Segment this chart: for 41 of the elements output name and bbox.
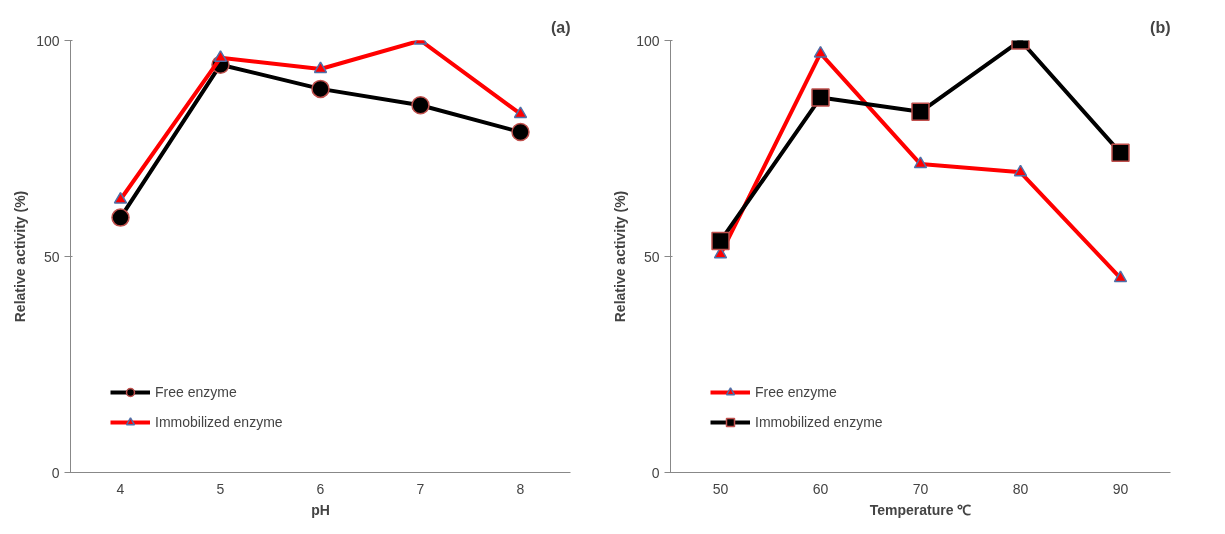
point [811,88,830,107]
x-axis-title: Temperature ℃ [869,501,972,518]
y-tick-label: 50 [643,248,660,265]
point [711,231,730,251]
point [1013,164,1028,177]
y-axis-title: Relative activity (%) [12,190,29,323]
x-axis-title: pH [311,501,330,518]
point [113,191,128,204]
x-tick-label: 4 [116,480,125,497]
legend-label: Free enzyme [155,384,237,400]
x-tick-label: 90 [1112,480,1129,497]
point [1113,270,1128,283]
y-axis-title: Relative activity (%) [612,190,629,323]
legend-label: Immobilized enzyme [755,414,883,430]
point [913,156,928,169]
y-tick-label: 50 [43,248,60,265]
x-tick-label: 50 [712,480,729,497]
point [313,61,328,74]
x-tick-label: 7 [416,480,425,497]
x-tick-label: 8 [516,480,525,497]
point [411,96,430,115]
x-tick-label: 60 [812,480,829,497]
x-tick-label: 70 [912,480,929,497]
legend-label: Free enzyme [755,384,837,400]
point [311,79,330,99]
point [513,106,528,119]
point [213,50,228,62]
point [111,208,130,227]
x-tick-label: 80 [1012,480,1029,497]
chart-title: (a) [550,18,571,36]
legend-label: Immobilized enzyme [155,414,283,430]
chart-title: (b) [1150,18,1171,36]
y-tick-label: 0 [651,464,660,481]
point [1111,143,1130,163]
y-tick-label: 100 [636,32,660,49]
x-tick-label: 5 [216,480,225,497]
y-tick-label: 100 [36,32,60,49]
y-tick-label: 0 [51,464,60,481]
point [511,122,530,142]
point [911,102,930,122]
x-tick-label: 6 [316,480,325,497]
